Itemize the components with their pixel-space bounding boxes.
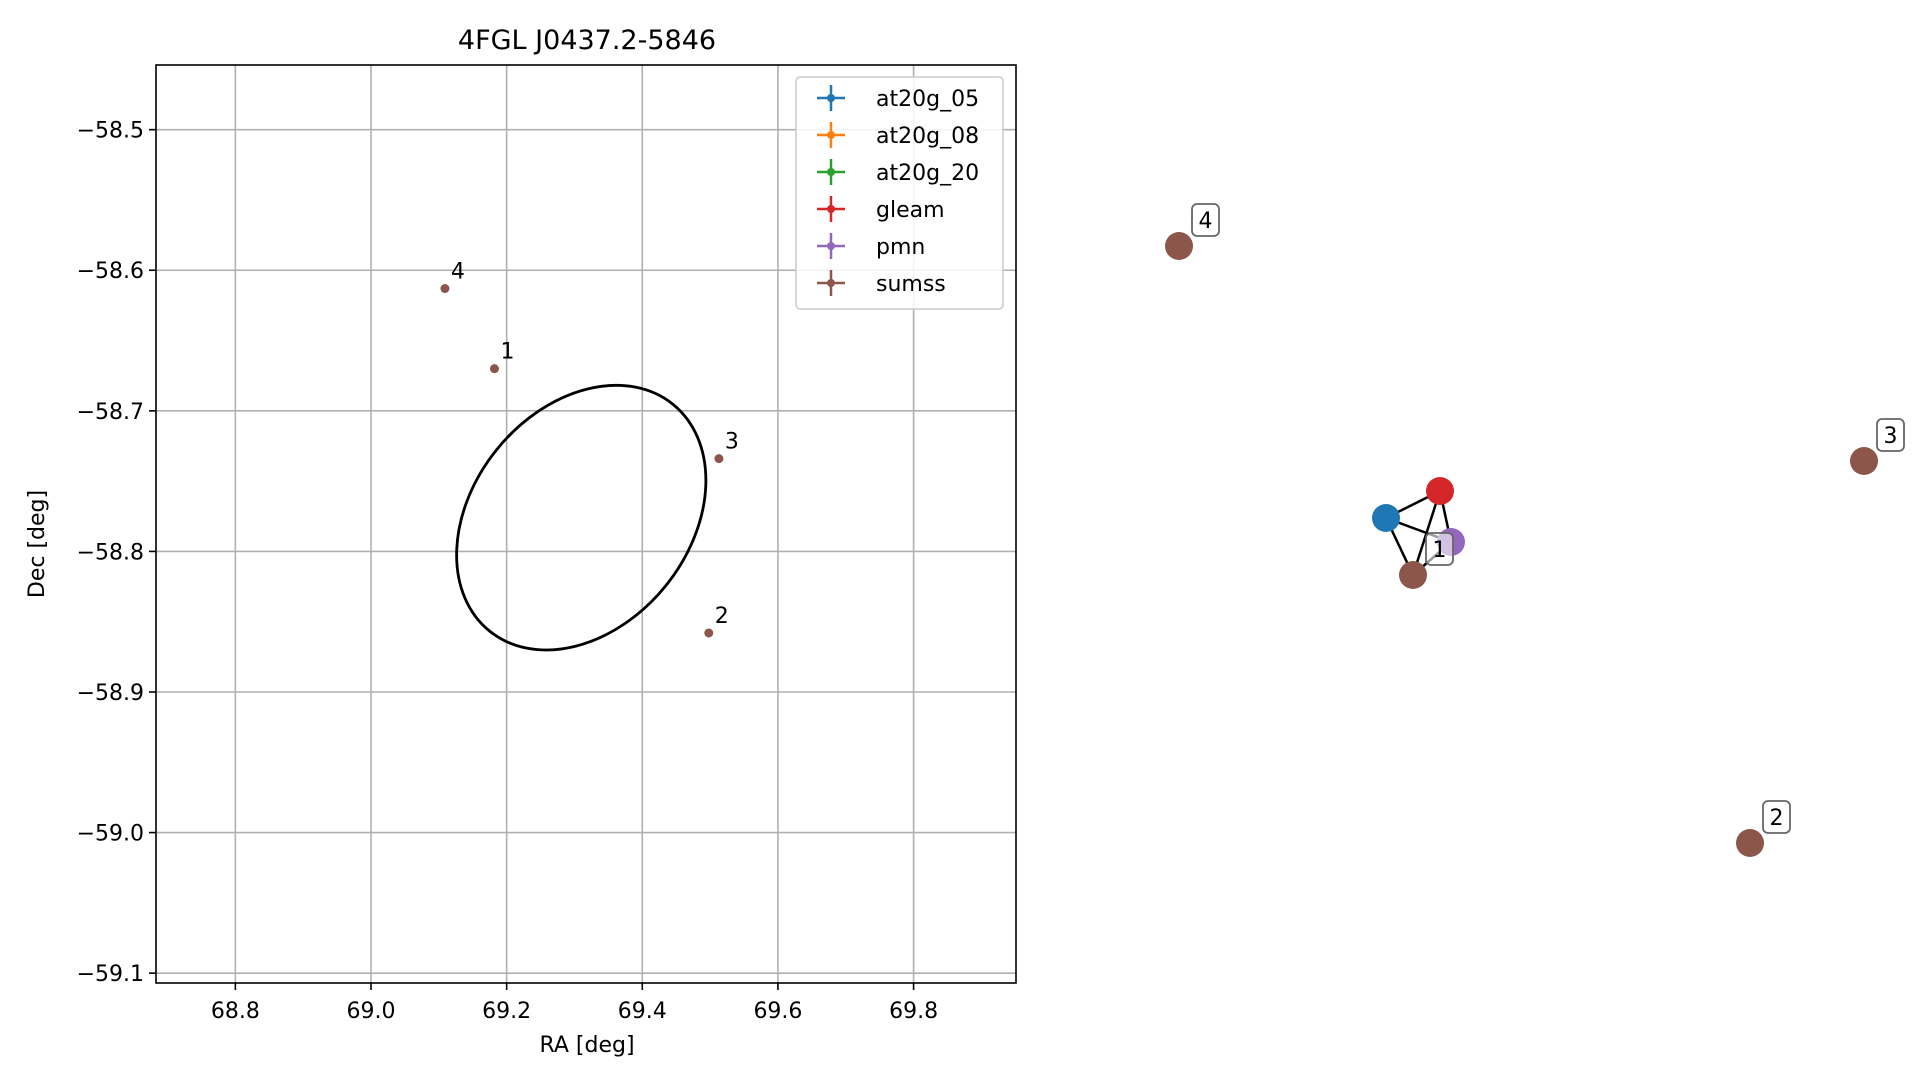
network-node-at20g (1372, 504, 1400, 532)
network-label-box-sumss-2 (1762, 800, 1791, 834)
network-node-sumss-2 (1736, 829, 1764, 857)
legend-label-gleam: gleam (876, 198, 945, 223)
legend-label-at20g_08: at20g_08 (876, 124, 979, 149)
network-label-sumss-2: 2 (1770, 806, 1784, 831)
network-edge (1411, 490, 1442, 576)
network-label-sumss-4: 4 (1199, 209, 1213, 234)
legend-label-sumss: sumss (876, 272, 946, 297)
x-tick-label: 69.8 (889, 999, 938, 1024)
network-label-sumss-3: 3 (1884, 424, 1898, 449)
y-axis-label: Dec [deg] (25, 490, 50, 598)
point-sumss-4 (440, 284, 450, 294)
x-tick-label: 69.0 (347, 999, 396, 1024)
legend-label-at20g_05: at20g_05 (876, 87, 979, 112)
y-tick-label: −58.9 (77, 681, 144, 706)
point-sumss-3 (714, 454, 724, 464)
point-label-3: 3 (725, 430, 739, 455)
x-tick-label: 69.2 (482, 999, 531, 1024)
legend-marker-at20g_08 (827, 131, 835, 139)
chart-title: 4FGL J0437.2-5846 (458, 25, 716, 56)
network-node-sumss-3 (1850, 447, 1878, 475)
legend-marker-gleam (827, 205, 835, 213)
x-tick-label: 69.6 (753, 999, 802, 1024)
y-tick-label: −58.8 (77, 540, 144, 565)
legend-label-pmn: pmn (876, 235, 925, 260)
point-sumss-2 (704, 628, 714, 638)
legend-marker-sumss (827, 279, 835, 287)
point-label-4: 4 (451, 260, 465, 285)
network-node-sumss-4 (1165, 232, 1193, 260)
legend-label-at20g_20: at20g_20 (876, 161, 979, 186)
network-node-gleam (1426, 477, 1454, 505)
y-tick-label: −58.6 (77, 259, 144, 284)
network-label-box-sumss-1 (1425, 532, 1454, 566)
legend-box (795, 76, 1004, 310)
x-tick-label: 69.4 (618, 999, 667, 1024)
point-label-2: 2 (715, 604, 729, 629)
y-tick-label: −59.1 (77, 962, 144, 987)
point-sumss-1 (489, 364, 499, 374)
plot-frame (155, 64, 1017, 984)
y-tick-label: −58.5 (77, 119, 144, 144)
network-label-box-sumss-4 (1191, 203, 1220, 237)
y-tick-label: −58.7 (77, 400, 144, 425)
network-node-sumss-1 (1399, 561, 1427, 589)
legend-marker-at20g_20 (827, 168, 835, 176)
x-tick-label: 68.8 (211, 999, 260, 1024)
network-label-sumss-1: 1 (1433, 538, 1447, 563)
legend-marker-pmn (827, 242, 835, 250)
legend-marker-at20g_05 (827, 94, 835, 102)
y-tick-label: −59.0 (77, 822, 144, 847)
network-label-box-sumss-3 (1876, 418, 1905, 452)
association-network: 4 3 1 2 (1165, 203, 1905, 857)
error-ellipse (455, 383, 708, 652)
x-axis-label: RA [deg] (539, 1033, 634, 1058)
point-label-1: 1 (500, 340, 514, 365)
